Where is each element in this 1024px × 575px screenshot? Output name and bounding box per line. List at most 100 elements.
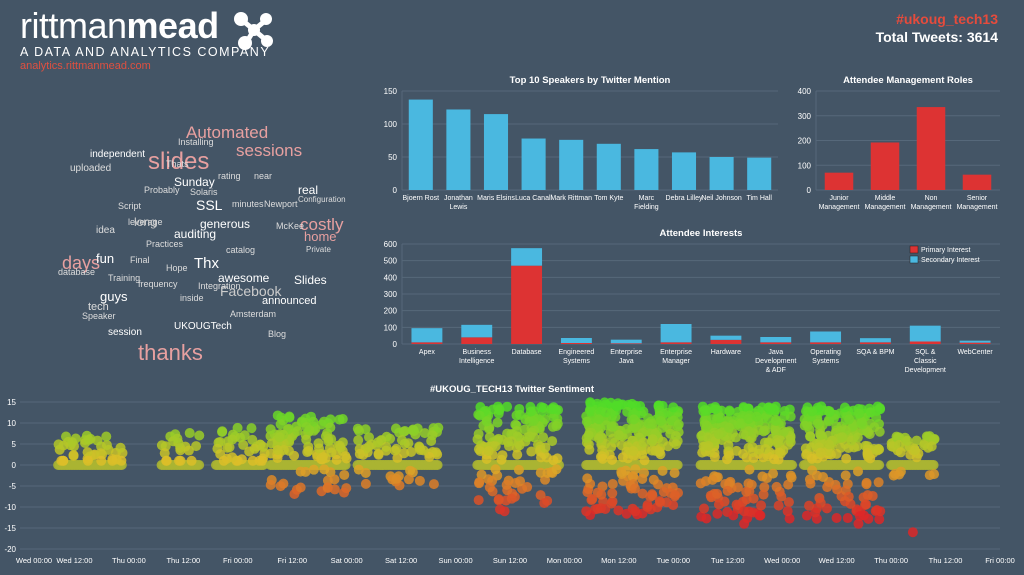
bar [408,99,433,190]
data-point [642,501,653,512]
data-point [810,507,821,518]
data-point [186,455,197,466]
cloud-word: rating [218,171,241,181]
data-point [272,410,283,421]
bar [870,142,900,190]
data-point [249,443,260,454]
bar [596,143,621,190]
x-tick-label: Java [768,349,783,356]
cloud-word: near [254,171,273,181]
data-point [730,432,741,443]
data-point [812,418,823,429]
data-point [723,440,734,451]
y-tick-label: 100 [798,161,812,170]
cloud-word: Newport [264,199,298,209]
x-tick-label: Maris Elsins [477,195,515,202]
chart-title: Attendee Management Roles [843,75,973,86]
data-point [647,490,658,501]
y-tick-label: -15 [4,524,16,533]
total-tweets-value: 3614 [966,29,998,45]
cloud-word: Configuration [298,195,346,204]
x-tick-label: Wed 12:00 [56,556,92,565]
data-point [83,434,94,445]
data-point [360,478,371,489]
bar-segment [610,343,642,344]
cloud-word: Slides [294,273,327,287]
data-point [593,433,604,444]
data-point [218,455,229,466]
chart-title: Top 10 Speakers by Twitter Mention [510,75,671,86]
data-point [502,401,513,412]
data-point [738,449,749,460]
data-point [418,445,429,456]
data-point [587,493,598,504]
hashtag-link[interactable]: #ukoug_tech13 [896,11,998,27]
data-point [907,527,918,538]
word-cloud: slides Automated sessions costly days thanks T… [58,106,358,374]
data-point [778,426,789,437]
x-tick-label: Junior [829,195,849,202]
cloud-word: Solaris [190,187,218,197]
data-point [919,440,930,451]
data-point [596,489,607,500]
brand-tagline: A DATA AND ANALYTICS COMPANY [20,45,271,59]
data-point [484,482,495,493]
cloud-word: inside [180,293,204,303]
x-tick-label: Systems [812,358,839,365]
data-point [713,429,724,440]
data-point [874,426,885,437]
data-point [874,514,885,525]
data-point [895,447,906,458]
data-point [772,437,783,448]
cloud-word: SSL [196,197,223,213]
data-point [335,442,346,453]
data-point [272,445,283,456]
x-tick-label: Wed 00:00 [764,556,800,565]
chart-title: #UKOUG_TECH13 Twitter Sentiment [430,384,595,395]
brand-url[interactable]: analytics.rittmanmead.com [20,60,151,72]
x-tick-label: Non [925,195,938,202]
data-point [548,404,559,415]
data-point [724,450,735,461]
y-tick-label: -5 [9,482,17,491]
cloud-word: costly [300,215,344,234]
data-point [654,496,665,507]
data-point [757,471,768,482]
data-point [786,472,797,483]
data-point [597,453,608,464]
cloud-word: days [62,253,101,273]
x-tick-label: Wed 00:00 [16,556,52,565]
x-tick-label: Lewis [449,204,467,211]
cloud-word: auditing [174,227,217,241]
data-point [670,431,681,442]
data-point [637,488,648,499]
data-point [736,418,747,429]
x-tick-label: Database [512,349,542,356]
x-tick-label: Sat 12:00 [385,556,417,565]
data-point [474,478,485,489]
data-point [842,513,853,524]
x-tick-label: Fri 00:00 [223,556,253,565]
x-tick-label: Manager [662,358,690,365]
data-point [841,453,852,464]
data-point [902,435,913,446]
data-point [785,434,796,445]
cloud-word: uploaded [70,163,112,174]
data-point [783,497,794,508]
data-point [354,425,365,436]
data-point [670,489,681,500]
data-point [506,436,517,447]
data-point [363,441,374,452]
cloud-word: guys [100,289,128,304]
data-point [292,426,303,437]
cloud-word: long [134,215,157,229]
brand-name-bold: mead [126,5,220,46]
data-point [909,445,920,456]
chart-title: Attendee Interests [660,228,743,239]
data-point [405,465,416,476]
tweet-summary: #ukoug_tech13 Total Tweets: 3614 [876,11,998,45]
data-point [739,518,750,529]
data-point [414,475,425,486]
data-point [275,419,286,430]
y-tick-label: 300 [384,290,398,299]
